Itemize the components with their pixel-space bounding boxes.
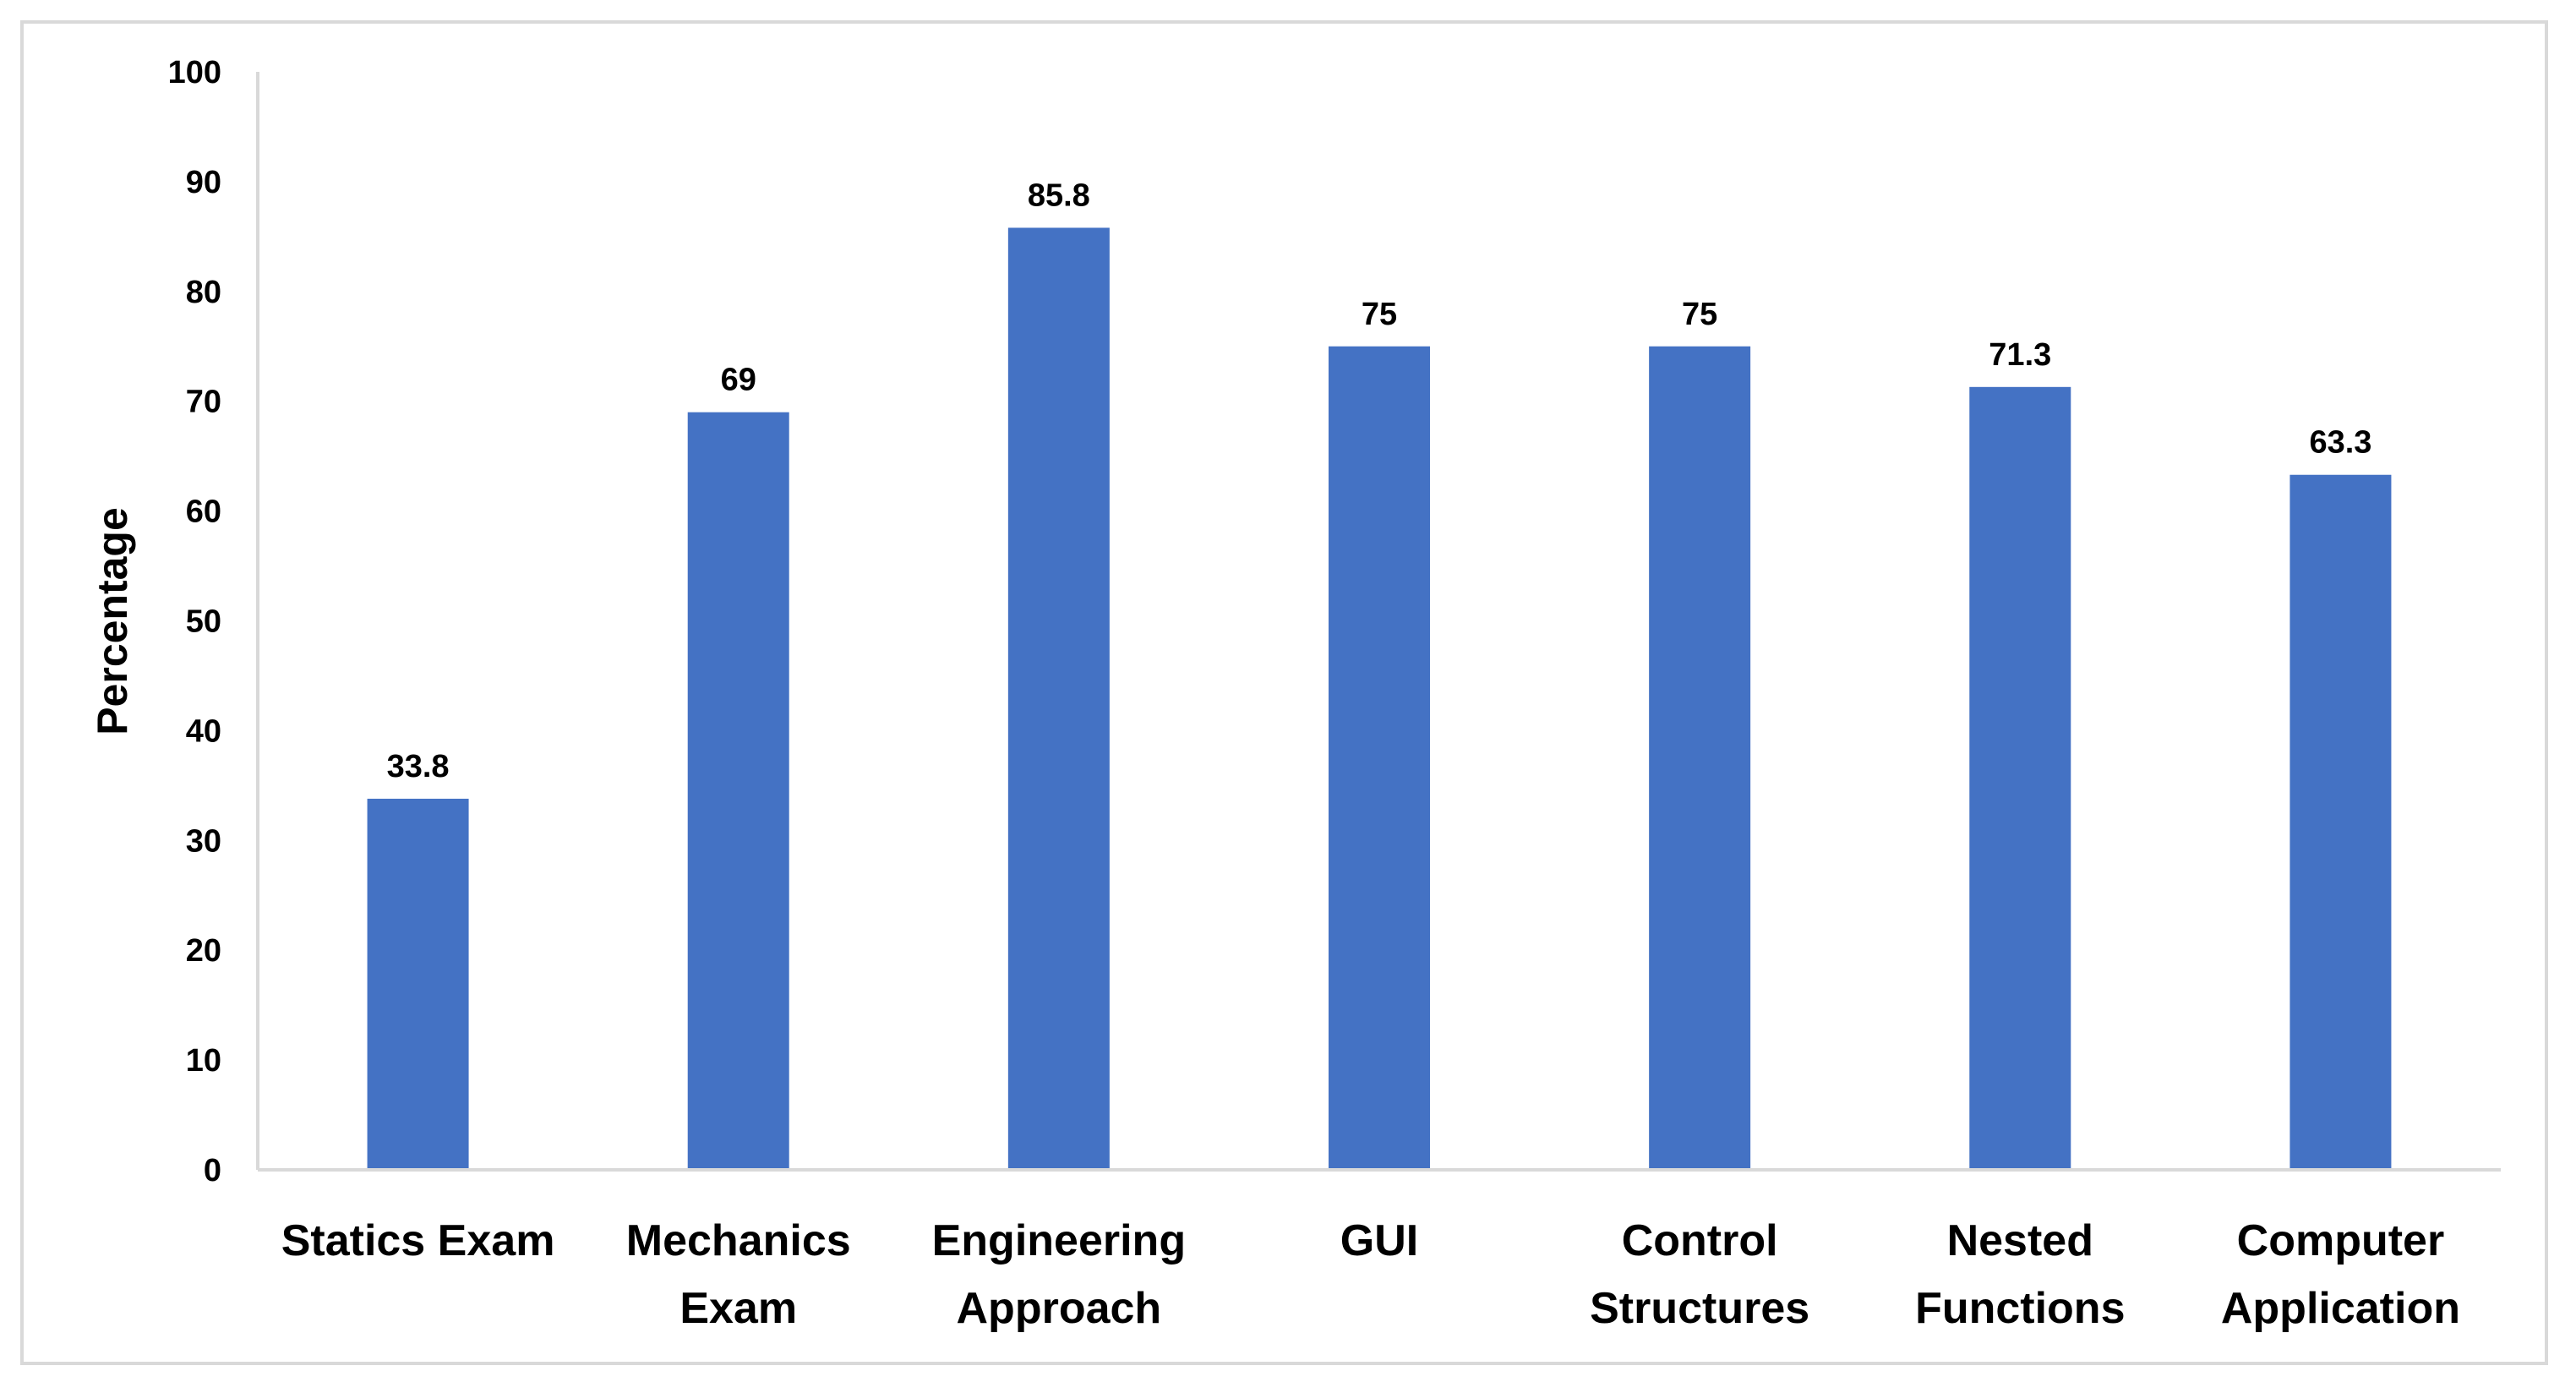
bar (1329, 346, 1430, 1170)
data-label: 71.3 (1989, 337, 2051, 373)
y-tick-label: 90 (186, 165, 221, 200)
data-label: 69 (721, 363, 756, 398)
y-tick-label: 70 (186, 385, 221, 420)
y-tick-label: 30 (186, 823, 221, 859)
x-tick-label: Exam (679, 1284, 797, 1333)
y-tick-label: 60 (186, 494, 221, 530)
y-tick-label: 10 (186, 1043, 221, 1079)
x-tick-label: Application (2221, 1284, 2460, 1333)
bar (1007, 227, 1110, 1170)
y-tick-label: 0 (204, 1153, 221, 1188)
x-tick-label: Approach (957, 1284, 1162, 1333)
data-label: 75 (1682, 297, 1717, 332)
bar (1969, 386, 2071, 1170)
x-tick-label: Engineering (932, 1216, 1186, 1265)
bar (367, 798, 469, 1170)
x-tick-label: Nested (1947, 1216, 2093, 1265)
y-tick-label: 50 (186, 604, 221, 640)
bar (1649, 346, 1751, 1170)
x-tick-label: Mechanics (626, 1216, 851, 1265)
x-tick-label: Structures (1590, 1284, 1809, 1333)
y-tick-label: 20 (186, 933, 221, 969)
data-label: 63.3 (2309, 425, 2371, 461)
data-label: 75 (1362, 297, 1397, 332)
x-tick-label: GUI (1340, 1216, 1418, 1265)
x-tick-label: Control (1622, 1216, 1778, 1265)
y-tick-label: 80 (186, 275, 221, 310)
x-tick-label: Statics Exam (281, 1216, 555, 1265)
x-tick-label: Functions (1915, 1284, 2125, 1333)
y-tick-label: 40 (186, 713, 221, 749)
bar (687, 412, 789, 1170)
x-tick-label: Computer (2237, 1216, 2445, 1265)
chart-frame (20, 20, 2548, 1365)
data-label: 33.8 (387, 749, 450, 784)
y-axis-title: Percentage (89, 507, 136, 735)
y-tick-label: 100 (168, 55, 221, 90)
bar (2289, 474, 2392, 1170)
data-label: 85.8 (1028, 178, 1090, 213)
